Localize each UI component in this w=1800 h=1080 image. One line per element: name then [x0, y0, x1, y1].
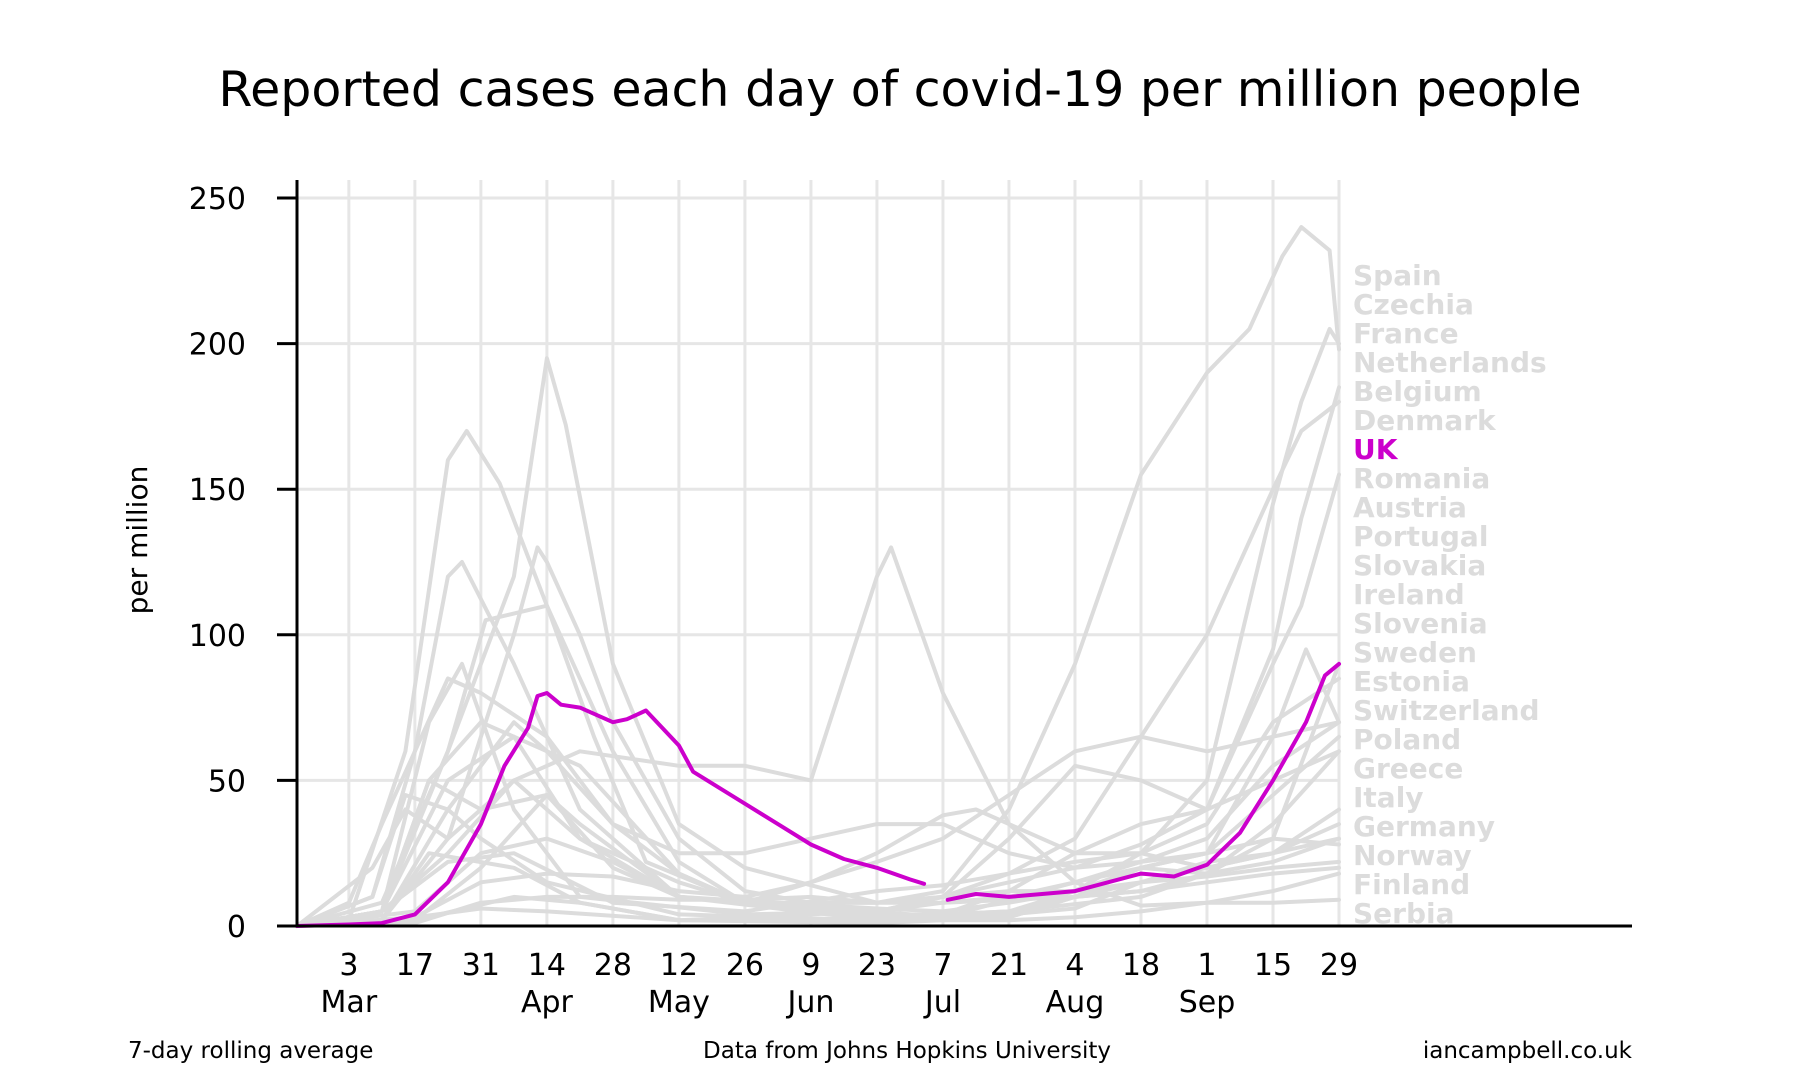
y-tick-label: 150 — [189, 473, 246, 508]
legend-entry: Switzerland — [1353, 694, 1540, 727]
x-tick-label: 3 — [339, 948, 358, 983]
x-tick-label: 31 — [462, 948, 500, 983]
x-ticks: 3 17 31 14 28 12 26 9 23 7 21 4 18 1 15 29 — [339, 948, 1358, 983]
series-line-uk — [295, 661, 1341, 928]
chart-title: Reported cases each day of covid-19 per … — [218, 61, 1581, 118]
legend-entry: Belgium — [1353, 375, 1482, 408]
legend-entry: Netherlands — [1353, 346, 1547, 379]
x-tick-label: 18 — [1122, 948, 1160, 983]
series-line-portugal — [295, 720, 1341, 928]
x-month-label: Jun — [785, 985, 834, 1020]
y-tick-label: 50 — [208, 764, 246, 799]
x-tick-label: 9 — [801, 948, 820, 983]
x-tick-label: 14 — [528, 948, 566, 983]
y-ticks: 0 50 100 150 200 250 — [189, 182, 297, 945]
x-month-label: Jul — [923, 985, 961, 1020]
x-month-label: Sep — [1179, 985, 1236, 1020]
footer-center: Data from Johns Hopkins University — [703, 1038, 1111, 1064]
x-tick-label: 17 — [396, 948, 434, 983]
legend-entry: Serbia — [1353, 897, 1455, 930]
legend-entry: Germany — [1353, 810, 1495, 843]
legend-entry: Czechia — [1353, 288, 1474, 321]
x-tick-label: 4 — [1065, 948, 1084, 983]
series-line-belgium — [295, 356, 1341, 928]
x-month-label: Apr — [521, 985, 574, 1020]
month-labels: Mar Apr May Jun Jul Aug Sep — [321, 985, 1236, 1020]
other-countries-lines — [295, 225, 1341, 928]
x-tick-label: 29 — [1320, 948, 1358, 983]
legend-entry: Italy — [1353, 781, 1424, 814]
x-tick-label: 1 — [1197, 948, 1216, 983]
footer-right: iancampbell.co.uk — [1423, 1038, 1633, 1064]
legend-entry: Romania — [1353, 462, 1490, 495]
legend-entry: Denmark — [1353, 404, 1497, 437]
legend-entry: Slovakia — [1353, 549, 1486, 582]
series-line-romania — [295, 720, 1341, 928]
legend: SpainCzechiaFranceNetherlandsBelgiumDenm… — [1353, 259, 1547, 930]
x-month-label: Mar — [321, 985, 378, 1020]
legend-entry: Sweden — [1353, 636, 1477, 669]
series-line-serbia — [295, 793, 1341, 928]
y-tick-label: 100 — [189, 619, 246, 654]
legend-entry: UK — [1353, 433, 1399, 466]
series-line-italy — [295, 676, 1341, 928]
y-tick-label: 250 — [189, 182, 246, 217]
legend-entry: Finland — [1353, 868, 1470, 901]
uk-line-group — [295, 661, 1341, 928]
series-line-sweden — [295, 545, 1341, 928]
x-tick-label: 12 — [660, 948, 698, 983]
x-tick-label: 21 — [990, 948, 1028, 983]
legend-entry: Portugal — [1353, 520, 1488, 553]
y-tick-label: 200 — [189, 328, 246, 363]
x-tick-label: 28 — [594, 948, 632, 983]
legend-entry: Estonia — [1353, 665, 1470, 698]
x-tick-label: 26 — [726, 948, 764, 983]
legend-entry: France — [1353, 317, 1459, 350]
legend-entry: Norway — [1353, 839, 1472, 872]
legend-entry: Ireland — [1353, 578, 1465, 611]
y-tick-label: 0 — [227, 910, 246, 945]
grid — [297, 180, 1341, 926]
x-tick-label: 15 — [1254, 948, 1292, 983]
legend-entry: Spain — [1353, 259, 1442, 292]
x-month-label: May — [648, 985, 710, 1020]
footer-left: 7-day rolling average — [128, 1038, 373, 1064]
legend-entry: Austria — [1353, 491, 1467, 524]
legend-entry: Greece — [1353, 752, 1463, 785]
x-month-label: Aug — [1046, 985, 1105, 1020]
y-axis-label: per million — [121, 466, 154, 615]
legend-entry: Poland — [1353, 723, 1461, 756]
x-tick-label: 23 — [858, 948, 896, 983]
legend-entry: Slovenia — [1353, 607, 1488, 640]
series-line-norway — [295, 793, 1341, 928]
x-tick-label: 7 — [933, 948, 952, 983]
series-line-germany — [295, 720, 1341, 928]
